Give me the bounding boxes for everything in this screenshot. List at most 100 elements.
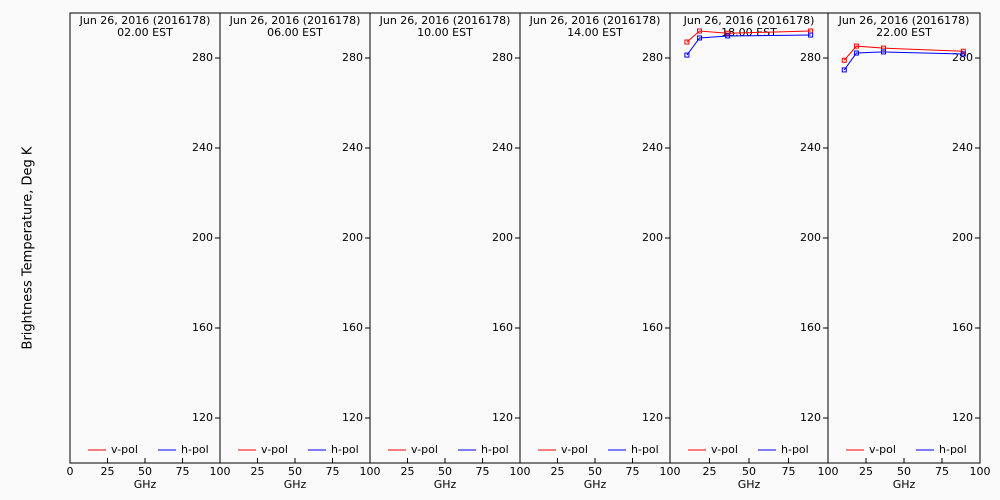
point-marker: [725, 30, 731, 36]
y-tick-label: 280: [492, 51, 513, 64]
y-tick-label: 240: [342, 141, 363, 154]
x-tick-label: 25: [101, 465, 115, 478]
point-marker: [960, 51, 966, 57]
y-tick-label: 240: [492, 141, 513, 154]
x-tick-label: 75: [326, 465, 340, 478]
x-tick-label: 25: [401, 465, 415, 478]
y-tick-label: 280: [192, 51, 213, 64]
x-tick-label: 50: [742, 465, 756, 478]
panel-subtitle: 02.00 EST: [117, 26, 173, 39]
x-tick-label: 50: [138, 465, 152, 478]
x-tick-label: 25: [859, 465, 873, 478]
x-axis-label: GHz: [584, 478, 607, 491]
y-tick-label: 280: [342, 51, 363, 64]
y-tick-label: 120: [800, 411, 821, 424]
y-tick-label: 240: [952, 141, 973, 154]
legend-label: v-pol: [561, 443, 588, 456]
y-tick-label: 160: [800, 321, 821, 334]
point-marker: [880, 49, 886, 55]
x-tick-label: 0: [67, 465, 74, 478]
legend-label: h-pol: [481, 443, 509, 456]
y-tick-label: 200: [642, 231, 663, 244]
y-tick-label: 200: [342, 231, 363, 244]
legend-label: v-pol: [869, 443, 896, 456]
x-axis-label: GHz: [893, 478, 916, 491]
y-tick-label: 120: [952, 411, 973, 424]
legend-label: h-pol: [631, 443, 659, 456]
panel-subtitle: 10.00 EST: [417, 26, 473, 39]
legend-label: h-pol: [781, 443, 809, 456]
x-tick-label: 50: [438, 465, 452, 478]
y-tick-label: 160: [952, 321, 973, 334]
legend-label: h-pol: [181, 443, 209, 456]
y-tick-label: 200: [952, 231, 973, 244]
x-tick-label: 25: [703, 465, 717, 478]
point-marker: [853, 50, 859, 56]
series-line: [843, 51, 964, 71]
point-marker: [684, 52, 690, 58]
panel-title: Jun 26, 2016 (2016178): [529, 14, 661, 27]
y-tick-label: 160: [642, 321, 663, 334]
panel-title: Jun 26, 2016 (2016178): [229, 14, 361, 27]
legend-label: v-pol: [411, 443, 438, 456]
y-tick-label: 160: [192, 321, 213, 334]
legend-label: h-pol: [331, 443, 359, 456]
point-marker: [853, 43, 859, 49]
x-tick-label: 75: [476, 465, 490, 478]
x-tick-label: 50: [897, 465, 911, 478]
x-axis-label: GHz: [284, 478, 307, 491]
y-tick-label: 160: [492, 321, 513, 334]
y-tick-label: 240: [192, 141, 213, 154]
x-tick-label: 100: [210, 465, 231, 478]
x-tick-label: 50: [288, 465, 302, 478]
x-tick-label: 100: [510, 465, 531, 478]
panel-subtitle: 14.00 EST: [567, 26, 623, 39]
point-marker: [808, 32, 814, 38]
point-marker: [960, 48, 966, 54]
panel-title: Jun 26, 2016 (2016178): [379, 14, 511, 27]
panel-title: Jun 26, 2016 (2016178): [838, 14, 970, 27]
point-marker: [841, 57, 847, 63]
x-tick-label: 75: [176, 465, 190, 478]
panel-subtitle: 22.00 EST: [876, 26, 932, 39]
point-marker: [841, 67, 847, 73]
y-tick-label: 200: [192, 231, 213, 244]
point-marker: [725, 33, 731, 39]
legend-label: h-pol: [939, 443, 967, 456]
point-marker: [684, 39, 690, 45]
panel-title: Jun 26, 2016 (2016178): [79, 14, 211, 27]
y-tick-label: 120: [192, 411, 213, 424]
legend-label: v-pol: [711, 443, 738, 456]
series-line: [686, 30, 811, 43]
x-tick-label: 75: [626, 465, 640, 478]
x-tick-label: 25: [551, 465, 565, 478]
x-tick-label: 100: [660, 465, 681, 478]
panel-title: Jun 26, 2016 (2016178): [683, 14, 815, 27]
y-tick-label: 120: [492, 411, 513, 424]
x-axis-label: GHz: [434, 478, 457, 491]
y-tick-label: 240: [800, 141, 821, 154]
x-tick-label: 25: [251, 465, 265, 478]
x-tick-label: 75: [935, 465, 949, 478]
y-tick-label: 280: [642, 51, 663, 64]
y-tick-label: 200: [492, 231, 513, 244]
y-tick-label: 200: [800, 231, 821, 244]
x-axis-label: GHz: [738, 478, 761, 491]
series-line: [843, 45, 964, 61]
y-tick-label: 120: [342, 411, 363, 424]
point-marker: [697, 28, 703, 34]
y-tick-label: 240: [642, 141, 663, 154]
x-tick-label: 100: [360, 465, 381, 478]
legend-label: v-pol: [261, 443, 288, 456]
x-axis-label: GHz: [134, 478, 157, 491]
legend-label: v-pol: [111, 443, 138, 456]
x-tick-label: 100: [818, 465, 839, 478]
x-tick-label: 50: [588, 465, 602, 478]
x-tick-label: 75: [782, 465, 796, 478]
y-tick-label: 280: [800, 51, 821, 64]
y-tick-label: 120: [642, 411, 663, 424]
y-tick-label: 160: [342, 321, 363, 334]
point-marker: [697, 35, 703, 41]
series-line: [686, 34, 811, 56]
